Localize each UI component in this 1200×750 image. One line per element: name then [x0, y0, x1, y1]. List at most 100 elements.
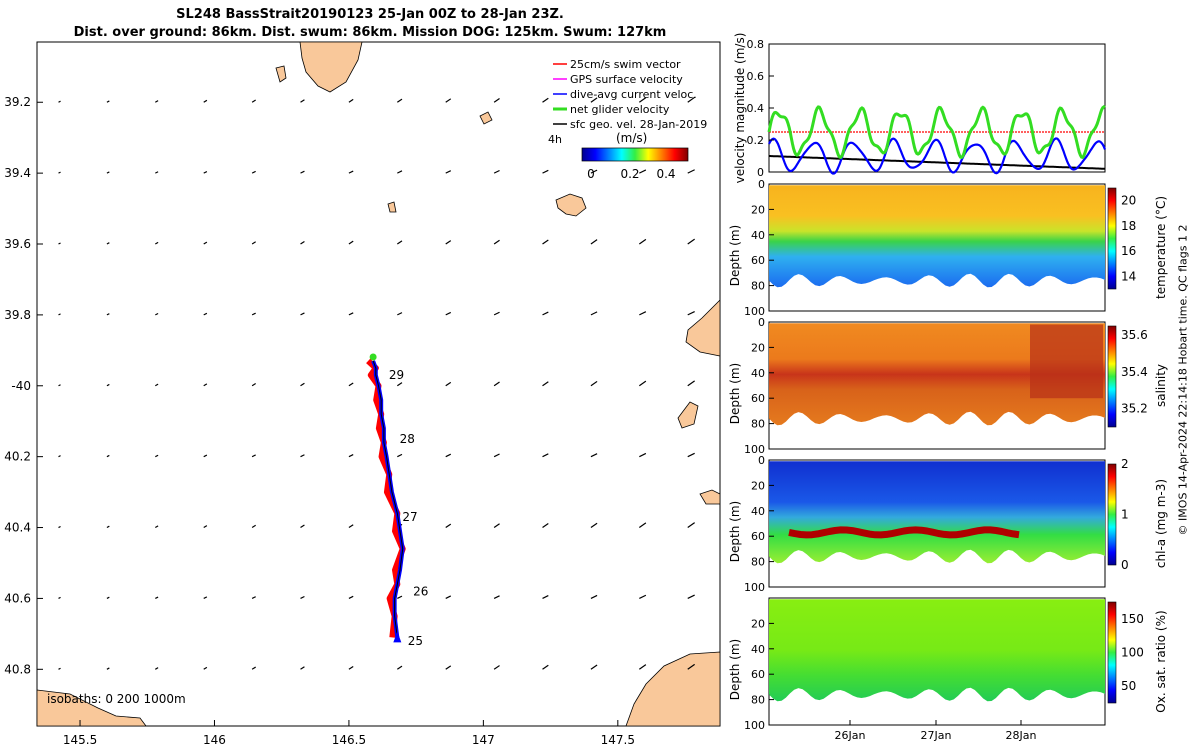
vector-arrow	[687, 594, 695, 599]
chla-ytick-label: 80	[751, 556, 765, 569]
temperature-ytick-label: 100	[744, 305, 765, 318]
vector-arrow	[251, 596, 256, 599]
vector-arrow	[396, 240, 403, 245]
vector-arrow	[638, 380, 647, 387]
vector-arrow	[203, 454, 208, 458]
oxygen-ytick-label: 20	[751, 617, 765, 630]
salinity-ytick-label: 100	[744, 443, 765, 456]
vector-arrow	[348, 240, 354, 245]
vector-arrow	[155, 454, 159, 458]
chla-ytick-label: 60	[751, 530, 765, 543]
temperature-ytick-label: 60	[751, 254, 765, 267]
oxygen-ylabel: Depth (m)	[728, 639, 742, 700]
vector-arrow	[106, 667, 110, 670]
vector-arrow	[639, 169, 647, 174]
vector-arrow	[590, 664, 598, 670]
vector-arrow	[687, 238, 695, 245]
vector-arrow	[251, 99, 256, 103]
vector-arrow	[590, 594, 598, 599]
vector-arrow	[445, 98, 452, 103]
vector-arrow	[542, 523, 549, 529]
legend-item-geo: sfc geo. vel. 28-Jan-2019	[553, 118, 707, 131]
chla-ytick-label: 0	[758, 454, 765, 467]
velocity-ylabel: velocity magnitude (m/s)	[733, 33, 747, 184]
track-start-marker	[393, 631, 402, 643]
legend-text-swim: 25cm/s swim vector	[570, 58, 681, 71]
vector-arrow	[203, 525, 208, 529]
vector-arrow	[155, 525, 159, 529]
colorbar-title: (m/s)	[616, 131, 647, 145]
vector-arrow	[58, 455, 61, 458]
net-velocity-marker	[369, 353, 377, 361]
vector-arrow	[203, 241, 208, 245]
vector-arrow	[348, 312, 354, 316]
vector-arrow	[445, 665, 452, 670]
vector-arrow	[445, 523, 452, 529]
chart-title: SL248 BassStrait20190123 25-Jan 00Z to 2…	[0, 6, 740, 42]
day-label: 25	[408, 634, 423, 648]
vector-arrow	[300, 666, 305, 670]
map-xtick-label: 146	[203, 733, 226, 747]
chla-ytick-label: 20	[751, 479, 765, 492]
temperature-ytick-label: 20	[751, 203, 765, 216]
velocity-ticks: 0 0.2 0.4 0.6 0.8	[747, 38, 774, 179]
temperature-ytick-label: 0	[758, 178, 765, 191]
map-legend: 25cm/s swim vector GPS surface velocity …	[548, 58, 707, 181]
vector-arrow	[590, 522, 598, 529]
salinity-colorbar-tick: 35.6	[1121, 328, 1148, 342]
legend-text-geo: sfc geo. vel. 28-Jan-2019	[570, 118, 707, 131]
vector-arrow	[106, 383, 110, 387]
vector-arrow	[58, 596, 61, 599]
vector-arrow	[639, 452, 647, 458]
vector-arrow	[106, 313, 110, 316]
time-xtick-label: 28Jan	[1006, 729, 1037, 742]
vel-ytick-label: 0.4	[747, 102, 765, 115]
temperature-ylabel: Depth (m)	[728, 225, 742, 286]
oxygen-colorbar-tick: 50	[1121, 679, 1136, 693]
temperature-colorbar-tick: 18	[1121, 219, 1136, 233]
chla-colorbar-label: chl-a (mg m-3)	[1154, 479, 1168, 568]
map-ytick-label: 40.8	[4, 662, 31, 676]
map-xtick-label: 147.5	[601, 733, 635, 747]
temperature-ytick-label: 40	[751, 229, 765, 242]
map-ytick-label: 39.8	[4, 308, 31, 322]
temperature-panel: 0 20 40 60 80 100 Depth (m) 14 16 18 20 temperature…	[728, 178, 1168, 318]
vector-arrow	[493, 98, 500, 103]
salinity-ytick-label: 60	[751, 392, 765, 405]
vector-arrow	[300, 524, 305, 529]
vector-arrow	[106, 171, 110, 174]
vector-arrow	[58, 242, 61, 245]
vector-arrow	[106, 242, 110, 245]
day-label: 27	[402, 510, 417, 524]
chla-panel: 0 20 40 60 80 100 Depth (m) 0 1 2 chl-a (mg m-3)	[728, 454, 1168, 594]
oxygen-colorbar-tick: 100	[1121, 646, 1144, 660]
title-line-1: SL248 BassStrait20190123 25-Jan 00Z to 2…	[176, 7, 564, 22]
coast-southeast	[625, 651, 721, 727]
vector-arrow	[251, 312, 256, 316]
temperature-field	[769, 185, 1105, 288]
vector-arrow	[58, 384, 61, 387]
vector-arrow	[638, 238, 647, 245]
vector-arrow	[300, 99, 305, 103]
island-east-2	[677, 401, 699, 429]
salinity-colorbar	[1107, 325, 1117, 428]
day-labels: 25 26 27 28 29	[389, 368, 428, 648]
vector-arrow	[106, 596, 110, 599]
chla-ylabel: Depth (m)	[728, 501, 742, 562]
vector-arrow	[542, 169, 549, 174]
chla-maximum-band	[788, 526, 1020, 539]
temperature-colorbar-tick: 20	[1121, 194, 1136, 208]
vector-arrow	[445, 453, 452, 458]
day-label: 29	[389, 368, 404, 382]
vector-arrow	[58, 313, 61, 316]
salinity-colorbar-label: salinity	[1154, 364, 1168, 407]
map-ytick-label: 39.4	[4, 166, 31, 180]
speed-colorbar	[581, 147, 689, 162]
vector-arrow	[590, 453, 598, 458]
temperature-colorbar-tick: 16	[1121, 244, 1136, 258]
salinity-field	[769, 323, 1105, 426]
oxygen-ytick-label: 80	[751, 694, 765, 707]
time-xtick-label: 27Jan	[921, 729, 952, 742]
legend-text-current: dive-avg current veloc.	[570, 88, 697, 101]
vector-arrow	[155, 667, 159, 670]
